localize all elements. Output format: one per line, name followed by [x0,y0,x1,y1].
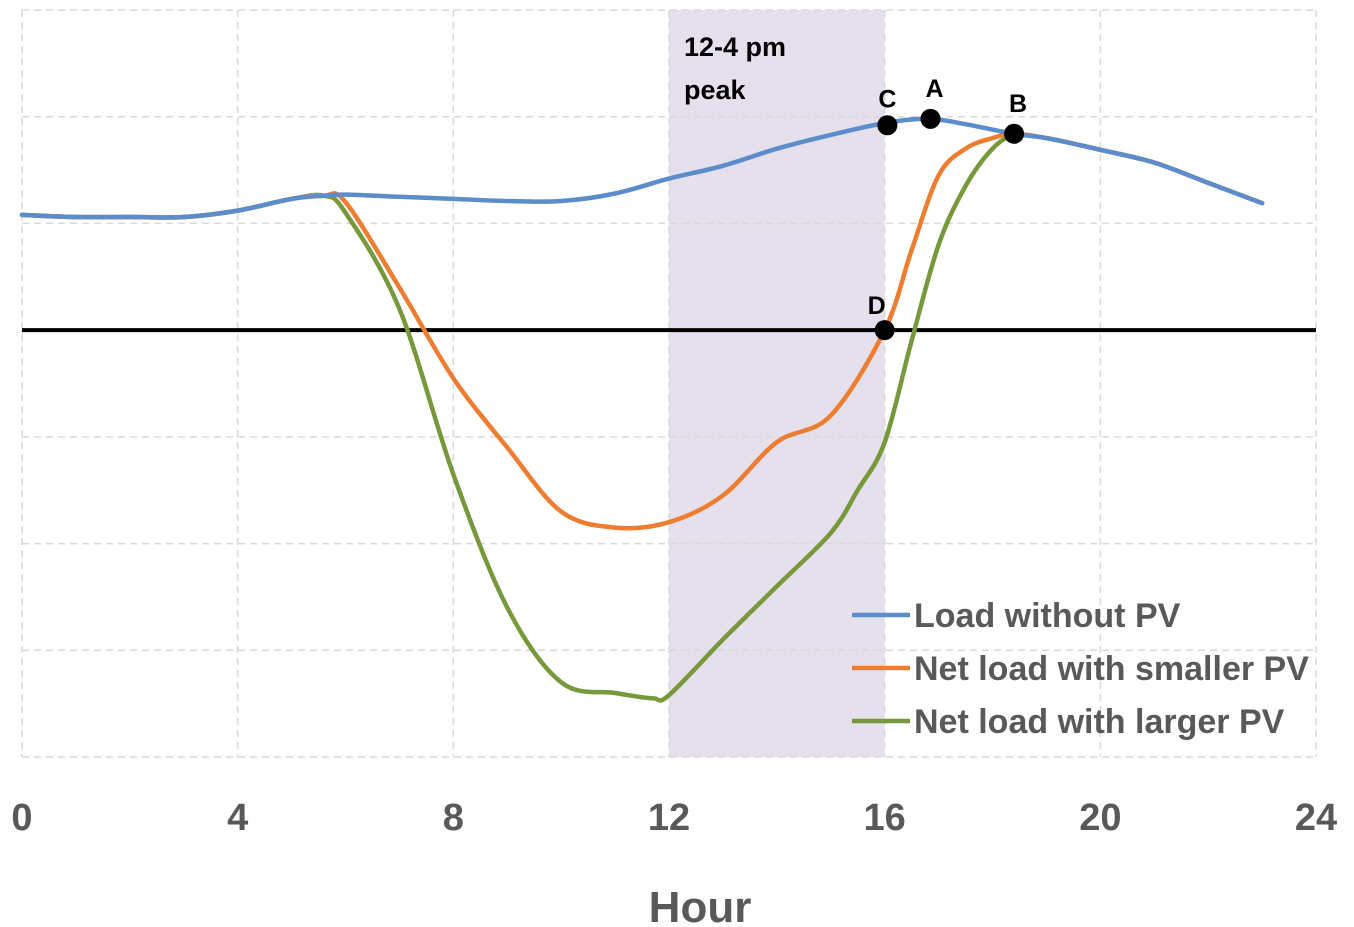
point-b-marker [1004,123,1025,144]
x-tick-label: 12 [648,797,690,839]
point-b-label: B [1009,90,1027,118]
peak-shaded-region [669,10,885,757]
x-tick-label: 16 [864,797,906,839]
series-line-0 [19,116,1265,220]
legend: Load without PV Net load with smaller PV N… [852,597,1309,741]
point-c-label: C [878,85,896,113]
x-tick-label: 0 [11,797,32,839]
legend-label-0: Load without PV [914,597,1181,635]
annotated-points: A B C D [868,75,1027,341]
point-a-label: A [925,75,943,103]
point-d-label: D [868,292,886,320]
point-c-marker [877,115,898,136]
x-axis-title: Hour [649,883,752,927]
x-tick-label: 8 [443,797,464,839]
point-a-marker [920,108,941,129]
point-d-marker [874,320,895,341]
x-tick-label: 24 [1295,797,1337,839]
legend-label-1: Net load with smaller PV [914,650,1309,688]
x-tick-label: 20 [1079,797,1121,839]
shaded-region-label-line1: 12-4 pm [684,32,786,62]
x-tick-label: 4 [227,797,248,839]
x-tick-labels: 0 4 8 12 16 20 24 [11,797,1337,839]
legend-label-2: Net load with larger PV [914,703,1285,741]
shaded-region-label-line2: peak [684,75,747,105]
